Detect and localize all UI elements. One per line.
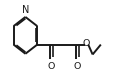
Text: O: O [82, 39, 90, 48]
Text: N: N [22, 5, 29, 15]
Text: O: O [47, 62, 55, 71]
Text: O: O [73, 62, 81, 71]
